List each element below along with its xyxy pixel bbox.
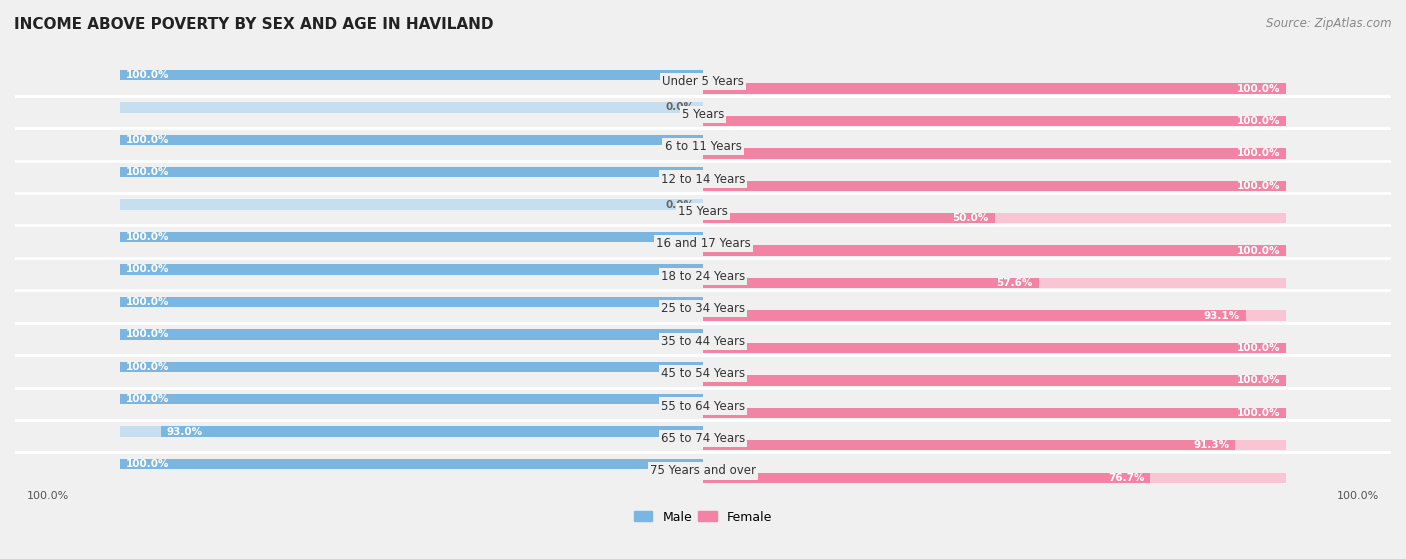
Bar <box>703 116 1286 126</box>
Bar <box>703 83 1286 94</box>
Bar <box>703 148 1286 159</box>
Bar <box>160 427 703 437</box>
Text: 75 Years and over: 75 Years and over <box>650 465 756 477</box>
Text: 100.0%: 100.0% <box>125 459 169 469</box>
Text: 65 to 74 Years: 65 to 74 Years <box>661 432 745 445</box>
Bar <box>120 167 703 177</box>
Bar <box>120 329 703 339</box>
Bar <box>120 394 703 404</box>
Bar <box>703 408 1286 418</box>
Text: 100.0%: 100.0% <box>125 394 169 404</box>
Text: 100.0%: 100.0% <box>1237 83 1281 93</box>
Bar <box>703 440 1286 451</box>
Text: 100.0%: 100.0% <box>1237 376 1281 385</box>
Text: 15 Years: 15 Years <box>678 205 728 218</box>
Bar <box>120 362 703 372</box>
Text: 100.0%: 100.0% <box>27 491 69 501</box>
Text: 57.6%: 57.6% <box>997 278 1033 288</box>
Text: 100.0%: 100.0% <box>125 135 169 145</box>
Bar <box>120 264 703 274</box>
Bar <box>120 232 703 242</box>
Bar <box>703 343 1286 353</box>
Text: 16 and 17 Years: 16 and 17 Years <box>655 238 751 250</box>
Bar <box>703 278 1286 288</box>
Bar <box>703 440 1236 451</box>
Bar <box>703 375 1286 386</box>
Bar <box>703 116 1286 126</box>
Text: 100.0%: 100.0% <box>1237 116 1281 126</box>
Text: Source: ZipAtlas.com: Source: ZipAtlas.com <box>1267 17 1392 30</box>
Text: 0.0%: 0.0% <box>665 200 695 210</box>
Bar <box>703 310 1286 321</box>
Text: 100.0%: 100.0% <box>1237 408 1281 418</box>
Text: 0.0%: 0.0% <box>665 102 695 112</box>
Text: 100.0%: 100.0% <box>125 329 169 339</box>
Text: 91.3%: 91.3% <box>1194 440 1229 451</box>
Bar <box>120 264 703 274</box>
Bar <box>120 329 703 339</box>
Bar <box>703 310 1246 321</box>
Bar <box>120 297 703 307</box>
Text: 100.0%: 100.0% <box>1337 491 1379 501</box>
Text: Under 5 Years: Under 5 Years <box>662 75 744 88</box>
Bar <box>703 245 1286 256</box>
Bar <box>120 459 703 470</box>
Text: 100.0%: 100.0% <box>1237 343 1281 353</box>
Bar <box>120 70 703 80</box>
Text: INCOME ABOVE POVERTY BY SEX AND AGE IN HAVILAND: INCOME ABOVE POVERTY BY SEX AND AGE IN H… <box>14 17 494 32</box>
Bar <box>703 343 1286 353</box>
Bar <box>120 232 703 242</box>
Text: 100.0%: 100.0% <box>125 70 169 80</box>
Bar <box>120 459 703 470</box>
Text: 18 to 24 Years: 18 to 24 Years <box>661 270 745 283</box>
Text: 35 to 44 Years: 35 to 44 Years <box>661 335 745 348</box>
Bar <box>120 394 703 404</box>
Text: 5 Years: 5 Years <box>682 108 724 121</box>
Bar <box>120 135 703 145</box>
Bar <box>703 181 1286 191</box>
Bar <box>703 245 1286 256</box>
Text: 100.0%: 100.0% <box>125 232 169 242</box>
Text: 55 to 64 Years: 55 to 64 Years <box>661 400 745 413</box>
Bar <box>703 213 1286 224</box>
Bar <box>120 427 703 437</box>
Bar <box>120 70 703 80</box>
Bar <box>120 135 703 145</box>
Text: 100.0%: 100.0% <box>1237 181 1281 191</box>
Text: 100.0%: 100.0% <box>125 297 169 307</box>
Text: 45 to 54 Years: 45 to 54 Years <box>661 367 745 380</box>
Text: 100.0%: 100.0% <box>1237 246 1281 255</box>
Text: 93.1%: 93.1% <box>1204 311 1240 320</box>
Text: 12 to 14 Years: 12 to 14 Years <box>661 173 745 186</box>
Text: 50.0%: 50.0% <box>952 213 988 223</box>
Text: 100.0%: 100.0% <box>1237 148 1281 158</box>
Text: 100.0%: 100.0% <box>125 264 169 274</box>
Bar <box>703 375 1286 386</box>
Text: 100.0%: 100.0% <box>125 167 169 177</box>
Text: 93.0%: 93.0% <box>166 427 202 437</box>
Bar <box>703 408 1286 418</box>
Bar <box>120 362 703 372</box>
Bar <box>703 278 1039 288</box>
Text: 76.7%: 76.7% <box>1108 473 1144 483</box>
Bar <box>703 181 1286 191</box>
Text: 100.0%: 100.0% <box>125 362 169 372</box>
Bar <box>703 83 1286 94</box>
Legend: Male, Female: Male, Female <box>628 505 778 529</box>
Bar <box>703 472 1286 483</box>
Bar <box>703 213 994 224</box>
Bar <box>120 102 703 112</box>
Bar <box>120 297 703 307</box>
Bar <box>703 472 1150 483</box>
Bar <box>120 167 703 177</box>
Text: 25 to 34 Years: 25 to 34 Years <box>661 302 745 315</box>
Bar <box>120 200 703 210</box>
Bar <box>703 148 1286 159</box>
Text: 6 to 11 Years: 6 to 11 Years <box>665 140 741 153</box>
